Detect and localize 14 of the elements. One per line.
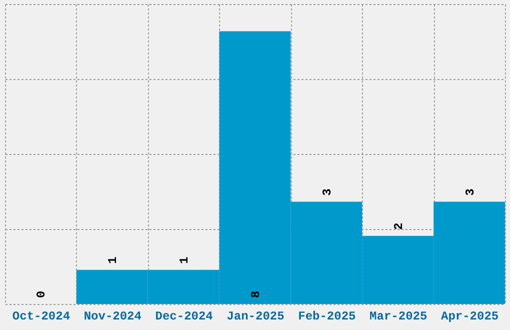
data-label: 3: [320, 188, 334, 196]
x-tick-label: Apr-2025: [440, 310, 499, 324]
x-tick-label: Oct-2024: [12, 310, 70, 324]
x-tick-label: Feb-2025: [298, 310, 356, 324]
data-label: 3: [463, 188, 478, 196]
x-tick-label: Dec-2024: [155, 310, 213, 324]
data-label: 0: [34, 290, 49, 298]
data-label: 8: [249, 290, 263, 298]
data-label: 1: [106, 256, 120, 264]
x-tick-label: Jan-2025: [226, 310, 284, 324]
x-tick-label: Nov-2024: [84, 310, 142, 324]
x-tick-label: Mar-2025: [370, 310, 428, 324]
data-label: 2: [392, 222, 406, 230]
data-label: 1: [178, 256, 192, 264]
